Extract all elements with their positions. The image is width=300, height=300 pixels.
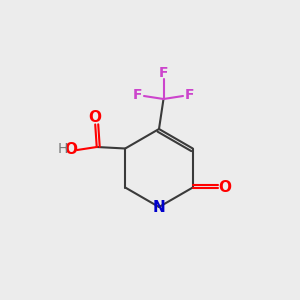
Text: H: H [58,142,68,156]
Text: F: F [185,88,194,102]
Text: O: O [89,110,102,124]
Text: F: F [159,67,168,80]
Text: O: O [65,142,78,158]
Text: N: N [153,200,165,214]
Text: O: O [218,180,231,195]
Text: F: F [133,88,142,102]
